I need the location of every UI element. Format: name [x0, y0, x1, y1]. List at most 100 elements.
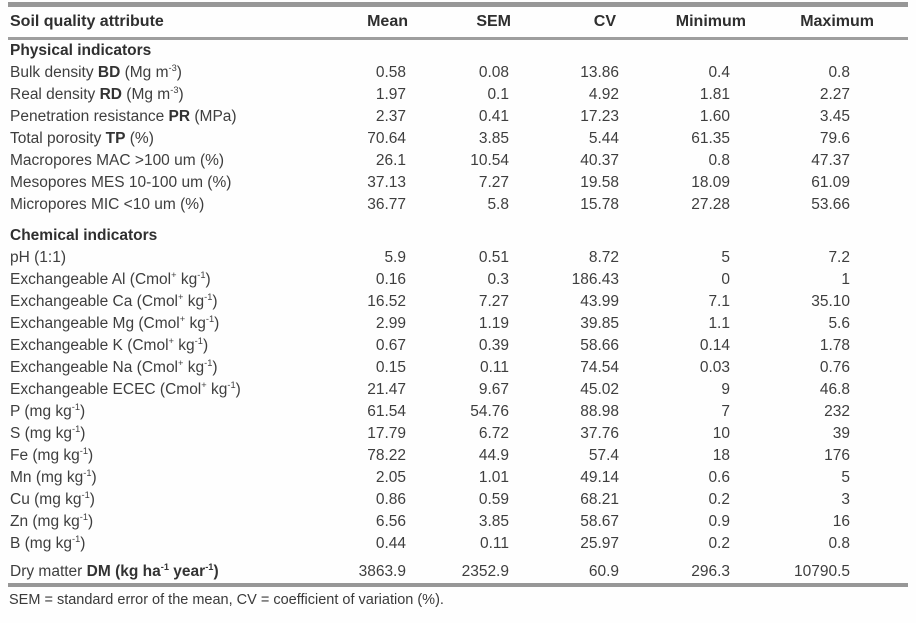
table-row: Real density RD (Mg m-3) 1.97 0.1 4.92 1.81 2… [8, 84, 908, 106]
value-cell: 60.9 [588, 563, 619, 580]
value-cell: 3.85 [478, 513, 509, 530]
value-cell: 78.22 [367, 447, 406, 464]
value-cell: 17.23 [580, 108, 619, 125]
value-cell: 15.78 [580, 196, 619, 213]
value-cell: 74.54 [580, 359, 619, 376]
value-cell: 58.66 [580, 337, 619, 354]
value-cell: 57.4 [588, 447, 619, 464]
value-cell: 7.1 [708, 293, 730, 310]
value-cell: 5.44 [588, 130, 619, 147]
value-cell: 0.16 [375, 271, 406, 288]
attribute-cell: Zn (mg kg-1) [10, 511, 94, 530]
value-cell: 2.37 [375, 108, 406, 125]
attribute-cell: Exchangeable ECEC (Cmol+ kg-1) [10, 379, 241, 398]
value-cell: 37.76 [580, 425, 619, 442]
value-cell: 5.9 [384, 249, 406, 266]
value-cell: 1.97 [375, 86, 406, 103]
attribute-cell: Penetration resistance PR (MPa) [10, 108, 237, 125]
value-cell: 5 [841, 469, 850, 486]
attribute-cell: Total porosity TP (%) [10, 130, 154, 147]
value-cell: 0 [721, 271, 730, 288]
value-cell: 3863.9 [358, 563, 406, 580]
value-cell: 232 [824, 403, 850, 420]
value-cell: 5 [721, 249, 730, 266]
value-cell: 54.76 [470, 403, 509, 420]
col-header-minimum: Minimum [628, 4, 752, 40]
value-cell: 7 [721, 403, 730, 420]
attribute-cell: Exchangeable Mg (Cmol+ kg-1) [10, 313, 220, 332]
value-cell: 61.54 [367, 403, 406, 420]
table-header-row: Soil quality attribute Mean SEM CV Minim… [8, 4, 908, 40]
table-row: Micropores MIC <10 um (%) 36.77 5.8 15.78 27… [8, 194, 908, 216]
value-cell: 10.54 [470, 152, 509, 169]
table-row: Penetration resistance PR (MPa) 2.37 0.41 1… [8, 106, 908, 128]
value-cell: 2.05 [375, 469, 406, 486]
value-cell: 7.27 [478, 174, 509, 191]
value-cell: 61.09 [811, 174, 850, 191]
attribute-cell: Cu (mg kg-1) [10, 489, 95, 508]
value-cell: 53.66 [811, 196, 850, 213]
soil-quality-table: Soil quality attribute Mean SEM CV Minim… [8, 2, 908, 587]
value-cell: 9 [721, 381, 730, 398]
value-cell: 13.86 [580, 64, 619, 81]
value-cell: 35.10 [811, 293, 850, 310]
value-cell: 39.85 [580, 315, 619, 332]
attribute-cell: Exchangeable K (Cmol+ kg-1) [10, 335, 209, 354]
value-cell: 0.2 [708, 491, 730, 508]
value-cell: 43.99 [580, 293, 619, 310]
value-cell: 3.85 [478, 130, 509, 147]
value-cell: 88.98 [580, 403, 619, 420]
value-cell: 0.41 [478, 108, 509, 125]
value-cell: 70.64 [367, 130, 406, 147]
value-cell: 5.8 [487, 196, 509, 213]
value-cell: 58.67 [580, 513, 619, 530]
value-cell: 6.72 [478, 425, 509, 442]
value-cell: 16.52 [367, 293, 406, 310]
attribute-cell: Macropores MAC >100 um (%) [10, 152, 225, 169]
attribute-cell: Dry matter DM (kg ha-1 year-1) [10, 561, 219, 580]
value-cell: 1 [841, 271, 850, 288]
value-cell: 17.79 [367, 425, 406, 442]
value-cell: 0.76 [819, 359, 850, 376]
attribute-cell: Exchangeable Na (Cmol+ kg-1) [10, 357, 218, 376]
value-cell: 44.9 [478, 447, 509, 464]
value-cell: 0.44 [375, 535, 406, 552]
table-row: Dry matter DM (kg ha-1 year-1) 3863.9 2352… [8, 555, 908, 585]
col-header-maximum: Maximum [752, 4, 908, 40]
value-cell: 176 [824, 447, 850, 464]
table-row: Macropores MAC >100 um (%) 26.1 10.54 40.37… [8, 150, 908, 172]
table-row: Exchangeable K (Cmol+ kg-1) 0.67 0.39 58.66… [8, 335, 908, 357]
value-cell: 46.8 [819, 381, 850, 398]
table-row: Cu (mg kg-1) 0.86 0.59 68.21 0.2 3 [8, 489, 908, 511]
value-cell: 296.3 [691, 563, 730, 580]
table-row: S (mg kg-1) 17.79 6.72 37.76 10 39 [8, 423, 908, 445]
value-cell: 45.02 [580, 381, 619, 398]
value-cell: 0.3 [487, 271, 509, 288]
value-cell: 10 [712, 425, 730, 442]
table-body: Physical indicators Bulk density BD (Mg m… [8, 39, 908, 586]
value-cell: 0.51 [478, 249, 509, 266]
value-cell: 1.19 [478, 315, 509, 332]
value-cell: 27.28 [691, 196, 730, 213]
col-header-cv: CV [518, 4, 628, 40]
attribute-cell: P (mg kg-1) [10, 401, 86, 420]
value-cell: 68.21 [580, 491, 619, 508]
value-cell: 0.58 [375, 64, 406, 81]
table-row: Exchangeable Al (Cmol+ kg-1) 0.16 0.3 186.4… [8, 269, 908, 291]
table-row: Exchangeable Na (Cmol+ kg-1) 0.15 0.11 74.5… [8, 357, 908, 379]
col-header-attribute: Soil quality attribute [8, 4, 340, 40]
value-cell: 18 [712, 447, 730, 464]
value-cell: 25.97 [580, 535, 619, 552]
value-cell: 10790.5 [793, 563, 850, 580]
attribute-cell: Mesopores MES 10-100 um (%) [10, 174, 232, 191]
attribute-cell: Exchangeable Al (Cmol+ kg-1) [10, 269, 211, 288]
value-cell: 36.77 [367, 196, 406, 213]
value-cell: 2352.9 [461, 563, 509, 580]
value-cell: 16 [832, 513, 850, 530]
table-row: Exchangeable Ca (Cmol+ kg-1) 16.52 7.27 43.… [8, 291, 908, 313]
attribute-cell: Fe (mg kg-1) [10, 445, 94, 464]
value-cell: 0.15 [375, 359, 406, 376]
value-cell: 1.60 [699, 108, 730, 125]
table-row: B (mg kg-1) 0.44 0.11 25.97 0.2 0.8 [8, 533, 908, 555]
